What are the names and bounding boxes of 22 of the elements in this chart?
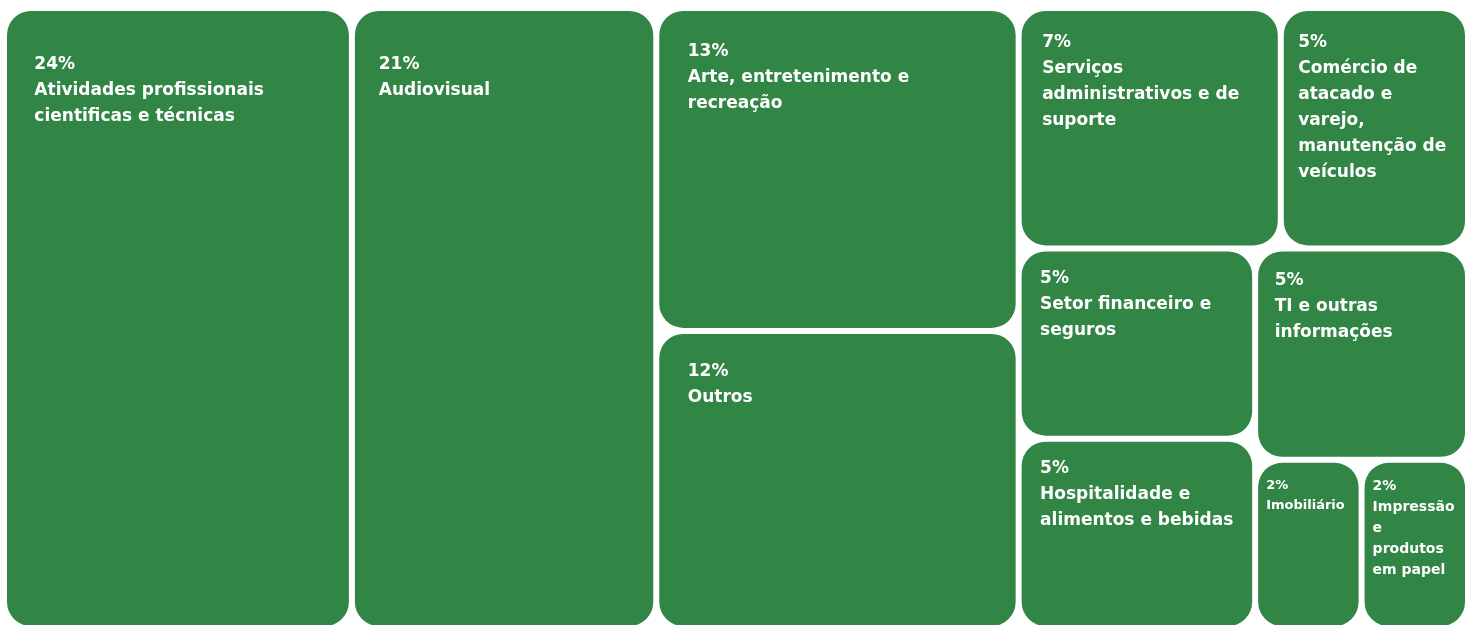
data-label: 7% bbox=[1042, 31, 1072, 52]
data-label: 5% bbox=[1040, 266, 1069, 287]
data-label: 21% bbox=[378, 52, 420, 73]
data-label: 5% bbox=[1040, 457, 1069, 478]
data-label: 2% bbox=[1372, 476, 1397, 493]
category-label: TI e outras informações bbox=[1274, 294, 1393, 341]
data-label: 13% bbox=[687, 39, 729, 60]
data-label: 5% bbox=[1298, 31, 1328, 52]
category-label: Arte, entretenimento e recreação bbox=[687, 65, 910, 112]
data-label: 24% bbox=[34, 52, 76, 73]
category-label: Impressão e produtos em papel bbox=[1372, 497, 1455, 577]
category-label: Setor financeiro e seguros bbox=[1040, 292, 1212, 339]
category-label: Imobiliário bbox=[1266, 497, 1345, 513]
category-label: Atividades profissionais cientificas e técnicas bbox=[34, 78, 264, 125]
category-label: Serviços administrativos e de suporte bbox=[1042, 57, 1240, 130]
category-label: Audiovisual bbox=[378, 78, 491, 99]
data-label: 5% bbox=[1274, 268, 1304, 289]
data-label: 2% bbox=[1266, 477, 1289, 493]
category-label: Outros bbox=[687, 386, 753, 407]
data-label: 12% bbox=[687, 360, 729, 381]
category-label: Hospitalidade e alimentos e bebidas bbox=[1040, 483, 1234, 530]
category-label: Comércio de atacado e varejo, manutenção de veículos bbox=[1298, 57, 1447, 182]
